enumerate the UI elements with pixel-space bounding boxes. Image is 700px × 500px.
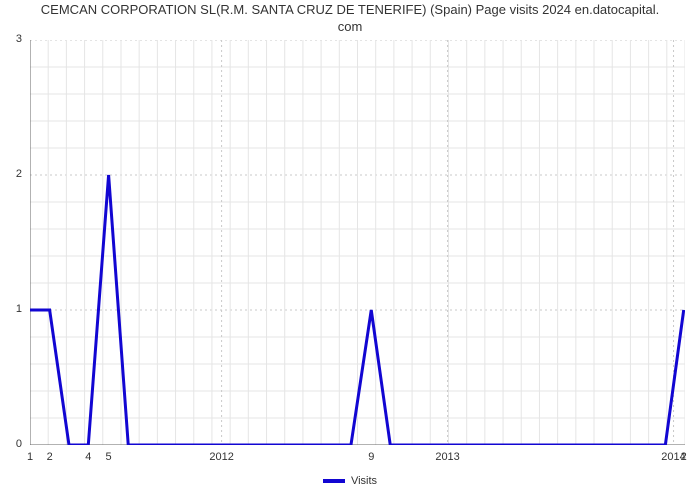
chart-title: CEMCAN CORPORATION SL(R.M. SANTA CRUZ DE… [0,2,700,36]
x-tick-label: 2013 [435,451,459,463]
x-sub-label: 2 [681,451,687,463]
x-sub-label: 9 [368,451,374,463]
legend-swatch [323,479,345,483]
y-tick-label: 3 [0,33,22,45]
chart-title-line1: CEMCAN CORPORATION SL(R.M. SANTA CRUZ DE… [41,2,659,17]
chart-title-line2: com [338,19,363,34]
y-tick-label: 1 [0,303,22,315]
x-tick-label: 2012 [209,451,233,463]
y-tick-label: 0 [0,438,22,450]
x-sub-label: 5 [106,451,112,463]
y-tick-label: 2 [0,168,22,180]
x-sub-label: 1 [27,451,33,463]
x-sub-label: 4 [85,451,91,463]
legend-label: Visits [351,475,377,487]
x-sub-label: 2 [47,451,53,463]
chart-root: CEMCAN CORPORATION SL(R.M. SANTA CRUZ DE… [0,0,700,500]
plot-area [30,40,685,445]
chart-svg [30,40,685,445]
legend: Visits [0,475,700,487]
